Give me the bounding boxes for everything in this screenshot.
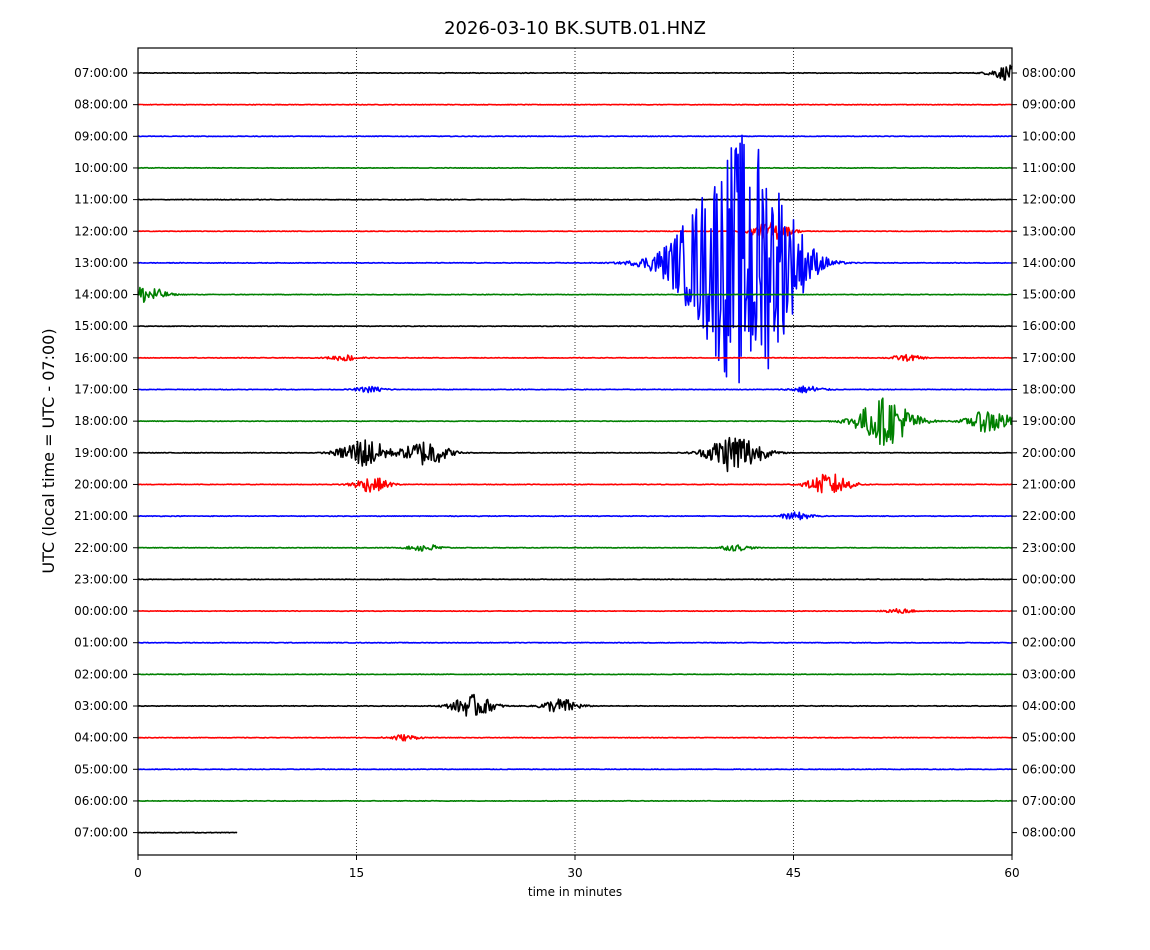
trace-line (137, 166, 1013, 169)
right-tick-label: 03:00:00 (1022, 667, 1076, 681)
right-tick-label: 13:00:00 (1022, 224, 1076, 238)
trace-line (138, 221, 1013, 240)
right-tick-label: 08:00:00 (1022, 66, 1076, 80)
x-tick-label: 45 (786, 866, 801, 880)
right-tick-label: 02:00:00 (1022, 636, 1076, 650)
x-tick-label: 60 (1004, 866, 1019, 880)
right-tick-label: 05:00:00 (1022, 731, 1076, 745)
left-tick-label: 01:00:00 (74, 636, 128, 650)
trace-line (137, 511, 1013, 521)
trace-line (137, 473, 1013, 494)
right-tick-label: 18:00:00 (1022, 383, 1076, 397)
right-tick-label: 17:00:00 (1022, 351, 1076, 365)
seismic-traces (137, 64, 1013, 834)
left-tick-label: 17:00:00 (74, 383, 128, 397)
trace-line (137, 397, 1013, 446)
left-tick-label: 14:00:00 (74, 288, 128, 302)
trace-line (137, 135, 1013, 138)
x-axis-label: time in minutes (528, 885, 622, 899)
trace-line (137, 641, 1013, 644)
trace-line (137, 385, 1013, 394)
left-tick-label: 07:00:00 (74, 826, 128, 840)
trace-line (137, 673, 1013, 676)
left-tick-label: 15:00:00 (74, 319, 128, 333)
left-tick-label: 12:00:00 (74, 224, 128, 238)
left-tick-label: 13:00:00 (74, 256, 128, 270)
x-tick-label: 15 (349, 866, 364, 880)
x-axis: 0 15 30 45 60 (134, 855, 1020, 880)
right-tick-label: 00:00:00 (1022, 572, 1076, 586)
left-tick-label: 22:00:00 (74, 541, 128, 555)
trace-line (137, 608, 1013, 614)
right-tick-label: 19:00:00 (1022, 414, 1076, 428)
right-tick-label: 10:00:00 (1022, 129, 1076, 143)
right-tick-label: 11:00:00 (1022, 161, 1076, 175)
left-tick-label: 04:00:00 (74, 731, 128, 745)
right-tick-label: 06:00:00 (1022, 762, 1076, 776)
right-tick-label: 14:00:00 (1022, 256, 1076, 270)
left-tick-label: 21:00:00 (74, 509, 128, 523)
left-tick-label: 18:00:00 (74, 414, 128, 428)
x-tick-label: 30 (567, 866, 582, 880)
left-tick-label: 06:00:00 (74, 794, 128, 808)
trace-line (137, 325, 1013, 328)
plot-frame (137, 47, 1013, 856)
trace-line (137, 768, 1013, 771)
y-axis-label: UTC (local time = UTC - 07:00) (39, 328, 58, 573)
trace-line (137, 286, 1013, 303)
grid-lines (356, 48, 794, 855)
left-tick-label: 09:00:00 (74, 129, 128, 143)
trace-line (138, 198, 1013, 201)
left-tick-label: 10:00:00 (74, 161, 128, 175)
trace-line (137, 134, 1013, 384)
left-tick-label: 23:00:00 (74, 572, 128, 586)
right-tick-label: 20:00:00 (1022, 446, 1076, 460)
trace-line (138, 799, 1012, 802)
right-tick-label: 23:00:00 (1022, 541, 1076, 555)
right-tick-label: 01:00:00 (1022, 604, 1076, 618)
trace-line (137, 64, 1013, 81)
right-tick-label: 07:00:00 (1022, 794, 1076, 808)
right-tick-label: 21:00:00 (1022, 477, 1076, 491)
right-tick-label: 15:00:00 (1022, 288, 1076, 302)
right-tick-label: 08:00:00 (1022, 826, 1076, 840)
trace-line (137, 436, 1013, 473)
left-tick-label: 00:00:00 (74, 604, 128, 618)
trace-line (137, 353, 1013, 362)
right-tick-label: 09:00:00 (1022, 98, 1076, 112)
left-y-axis: 07:00:00 08:00:00 09:00:00 10:00:00 11:00:00… (74, 66, 138, 840)
x-tick-label: 0 (134, 866, 142, 880)
right-y-axis: 08:00:00 09:00:00 10:00:00 11:00:00 12:00:00… (1012, 66, 1076, 840)
right-tick-label: 04:00:00 (1022, 699, 1076, 713)
trace-line (137, 734, 1013, 742)
right-tick-label: 22:00:00 (1022, 509, 1076, 523)
right-tick-label: 12:00:00 (1022, 193, 1076, 207)
left-tick-label: 03:00:00 (74, 699, 128, 713)
trace-line (137, 103, 1013, 106)
left-tick-label: 02:00:00 (74, 667, 128, 681)
left-tick-label: 05:00:00 (74, 762, 128, 776)
left-tick-label: 11:00:00 (74, 193, 128, 207)
right-tick-label: 16:00:00 (1022, 319, 1076, 333)
left-tick-label: 16:00:00 (74, 351, 128, 365)
trace-line (137, 831, 238, 834)
left-tick-label: 20:00:00 (74, 477, 128, 491)
trace-line (137, 578, 1013, 581)
left-tick-label: 19:00:00 (74, 446, 128, 460)
chart-title: 2026-03-10 BK.SUTB.01.HNZ (444, 18, 706, 39)
trace-line (137, 693, 1013, 717)
left-tick-label: 07:00:00 (74, 66, 128, 80)
left-tick-label: 08:00:00 (74, 98, 128, 112)
trace-line (137, 544, 1013, 552)
